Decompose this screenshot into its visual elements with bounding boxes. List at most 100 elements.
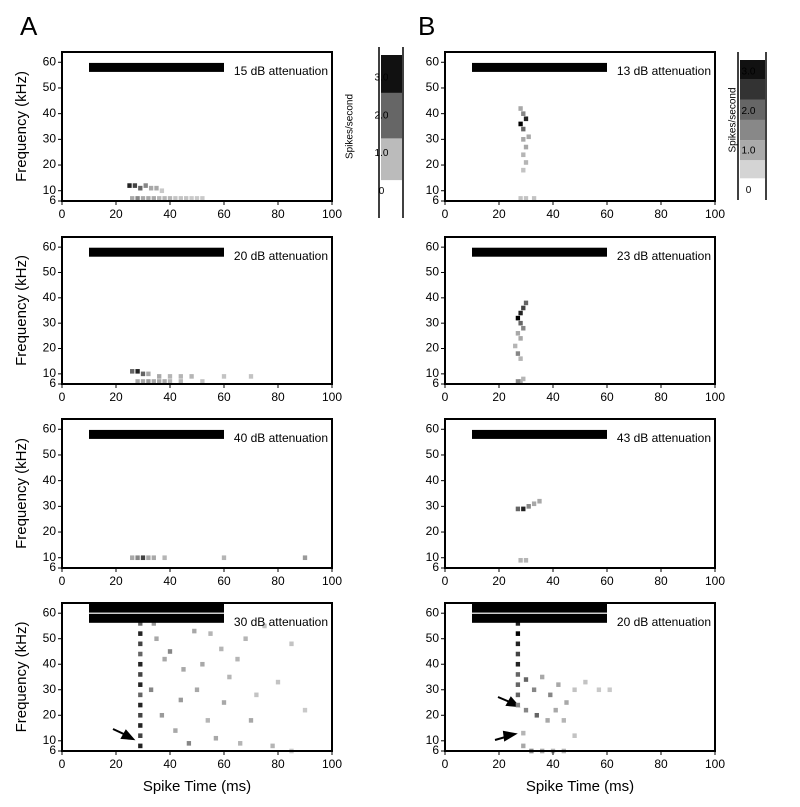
cell: [162, 379, 167, 384]
colorbar-segment: [740, 178, 765, 200]
cell: [521, 376, 526, 382]
y-tick-label: 50: [426, 447, 440, 461]
cell: [132, 183, 138, 188]
x-tick-label: 40: [163, 390, 177, 404]
cell: [157, 374, 162, 379]
arrow-head: [120, 729, 136, 741]
cell: [302, 555, 308, 561]
y-tick-label: 20: [426, 707, 440, 721]
cell: [531, 687, 537, 693]
arrow-head: [502, 730, 518, 742]
y-tick-label: 20: [426, 524, 440, 538]
cell: [523, 300, 529, 306]
plot-frame: [444, 418, 716, 569]
colorbar-tick-label: 3.0: [375, 72, 389, 83]
cell: [146, 371, 151, 377]
cell: [135, 196, 140, 201]
y-tick-label: 20: [426, 157, 440, 171]
cell: [523, 144, 529, 150]
stimulus-bar: [472, 429, 607, 439]
cell: [515, 672, 521, 677]
cell: [523, 116, 529, 122]
colorbar-tick-label: 0: [379, 186, 385, 197]
x-tick-label: 40: [163, 207, 177, 221]
x-tick-label: 100: [322, 207, 342, 221]
plot-frame: [444, 51, 716, 202]
cell: [521, 325, 526, 331]
colorbar-segment: [740, 79, 765, 100]
y-tick-label: 50: [426, 631, 440, 645]
annotation: 23 dB attenuation: [617, 249, 711, 263]
cell: [553, 707, 558, 713]
cell: [162, 555, 167, 561]
y-tick-label: 40: [43, 473, 57, 487]
cell: [208, 631, 213, 636]
colorbar-tick-label: 2.0: [742, 106, 756, 117]
cell: [515, 682, 521, 687]
x-tick-label: 40: [546, 757, 560, 771]
cell: [545, 718, 550, 723]
cell: [540, 674, 545, 680]
cell: [138, 641, 143, 647]
annotation: 40 dB attenuation: [234, 431, 328, 445]
cell: [523, 677, 529, 682]
y-tick-label: 60: [426, 605, 440, 619]
cell: [531, 501, 537, 507]
cell: [518, 557, 523, 563]
cell: [262, 623, 267, 629]
cell: [159, 188, 165, 194]
arrow-head: [505, 696, 521, 708]
y-tick-label: 6: [49, 743, 56, 757]
y-tick-label: 10: [426, 550, 440, 564]
x-tick-label: 100: [705, 390, 725, 404]
y-tick-label: 10: [43, 366, 57, 380]
y-tick-label: 40: [426, 106, 440, 120]
x-tick-label: 100: [322, 390, 342, 404]
cell: [564, 700, 569, 705]
x-tick-label: 20: [109, 207, 123, 221]
y-tick-label: 30: [426, 682, 440, 696]
x-tick-label: 60: [217, 207, 231, 221]
colorbar-tick-label: 3.0: [742, 66, 756, 77]
panel-label: A: [20, 11, 38, 41]
x-tick-label: 20: [492, 574, 506, 588]
cell: [138, 651, 143, 657]
plot-frame: [61, 602, 333, 752]
y-tick-label: 60: [43, 54, 57, 68]
y-tick-label: 30: [426, 499, 440, 513]
cell: [518, 356, 523, 361]
x-tick-label: 0: [442, 574, 449, 588]
cell: [518, 121, 523, 127]
y-tick-label: 6: [49, 376, 56, 390]
stimulus-bar: [472, 62, 607, 72]
cell: [138, 692, 143, 698]
y-tick-label: 50: [43, 631, 57, 645]
cell: [515, 315, 521, 321]
cell: [140, 371, 146, 377]
cell: [192, 628, 197, 634]
cell: [518, 196, 523, 201]
cell: [523, 707, 529, 713]
y-tick-label: 10: [426, 733, 440, 747]
y-tick-label: 40: [426, 290, 440, 304]
stimulus-bar: [89, 429, 224, 439]
x-tick-label: 0: [59, 390, 66, 404]
cell: [140, 196, 146, 201]
cell: [221, 700, 227, 705]
cell: [159, 712, 165, 718]
y-tick-label: 60: [426, 421, 440, 435]
cell: [130, 555, 135, 561]
x-axis-label: Spike Time (ms): [143, 778, 251, 795]
cell: [135, 555, 140, 561]
cell: [148, 185, 154, 191]
cell: [151, 196, 156, 201]
cell: [521, 730, 526, 736]
cell: [518, 106, 523, 111]
annotation: 15 dB attenuation: [234, 64, 328, 78]
stimulus-bar: [472, 603, 607, 613]
cell: [515, 379, 521, 384]
y-tick-label: 10: [43, 183, 57, 197]
x-tick-label: 40: [163, 574, 177, 588]
y-axis-label: Frequency (kHz): [13, 71, 30, 182]
